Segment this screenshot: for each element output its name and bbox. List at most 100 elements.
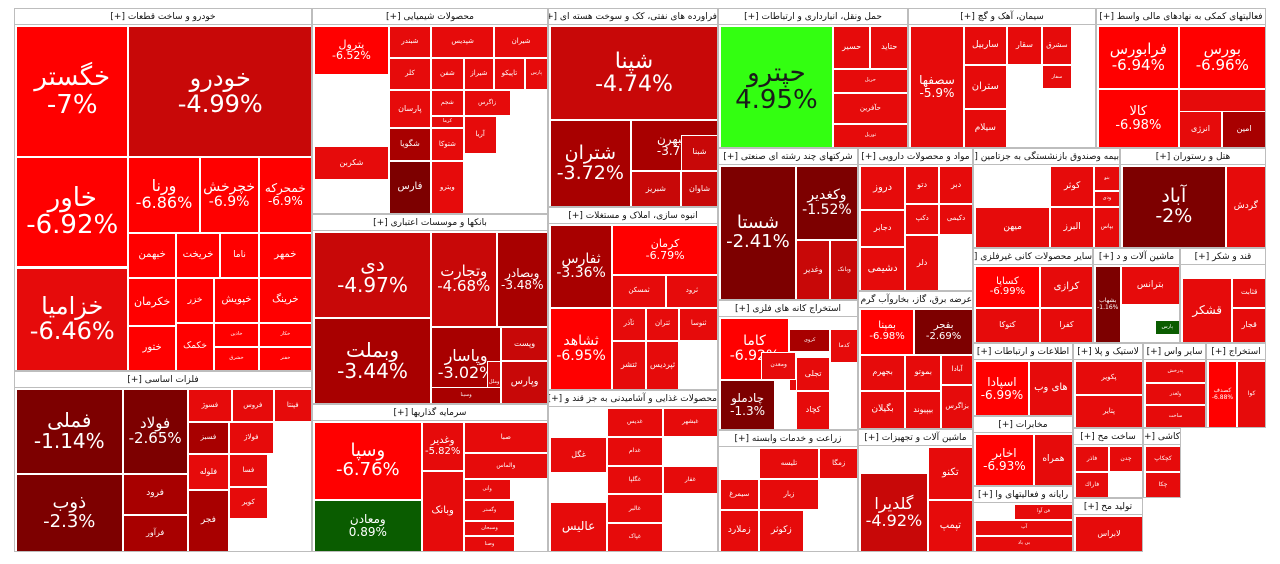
stock-tile[interactable]: وبصادر -3.48% (496, 232, 547, 327)
stock-tile[interactable]: خزامیا -6.46% (16, 267, 129, 370)
stock-tile[interactable]: بنو (1093, 166, 1119, 191)
sector-header[interactable]: تولید مح [+] (1074, 499, 1142, 515)
stock-tile[interactable]: ومعدن (761, 351, 796, 380)
stock-tile[interactable]: ناما (220, 233, 259, 278)
sector-header[interactable]: لاستیک و پلا [+] (1074, 344, 1142, 360)
stock-tile[interactable]: فاراك (1075, 472, 1109, 497)
stock-tile[interactable]: بفجر -2.69% (914, 309, 972, 355)
sector-header[interactable]: سایر واس [+] (1144, 344, 1205, 360)
stock-tile[interactable]: خریخت (175, 233, 221, 278)
stock-tile[interactable]: پترول -6.52% (314, 26, 389, 75)
stock-tile[interactable]: دروز (860, 166, 906, 210)
stock-tile[interactable]: کویر (229, 486, 268, 520)
stock-tile[interactable]: فملی -1.14% (16, 389, 123, 474)
stock-tile[interactable]: کچاد (795, 390, 831, 429)
stock-tile[interactable]: فن آوا (1014, 504, 1072, 520)
stock-tile[interactable]: بورس -6.96% (1178, 26, 1265, 90)
stock-tile[interactable]: آباد -2% (1122, 166, 1226, 247)
stock-tile[interactable]: دبر (939, 166, 972, 204)
stock-tile[interactable]: خکرمان (128, 277, 176, 327)
sector-header[interactable]: حمل ونقل، انبارداری و ارتباطات [+] (719, 9, 907, 25)
sector-header[interactable]: ماشین آلات و تجهیزات [+] (859, 430, 972, 446)
stock-tile[interactable]: خرینگ (258, 277, 311, 323)
stock-tile[interactable]: ثپردیس (645, 340, 680, 389)
sector-header[interactable]: سیمان، آهک و گچ [+] (909, 9, 1095, 25)
stock-tile[interactable]: شپنا -4.74% (550, 26, 717, 121)
stock-tile[interactable]: کرمان -6.79% (612, 225, 717, 275)
stock-tile[interactable]: شجم (431, 89, 464, 117)
stock-tile[interactable]: وبملت -3.44% (314, 318, 431, 403)
stock-tile[interactable]: فارس (388, 161, 431, 213)
stock-tile[interactable]: وتجارت -4.68% (431, 232, 497, 327)
stock-tile[interactable]: فسوژ (187, 389, 233, 422)
stock-tile[interactable]: ورنا -6.86% (128, 157, 200, 233)
stock-tile[interactable]: خاذین (214, 322, 259, 347)
stock-tile[interactable]: توریل (832, 123, 907, 147)
stock-tile[interactable]: بپاس (1093, 207, 1119, 247)
stock-tile[interactable]: وپارس (501, 361, 547, 403)
stock-tile[interactable]: فسا (229, 454, 268, 487)
stock-tile[interactable]: خکار (258, 322, 311, 347)
stock-tile[interactable]: فولاد -2.65% (122, 389, 188, 474)
sector-header[interactable]: مواد و محصولات دارویی [+] (859, 149, 972, 165)
stock-tile[interactable]: چکا (1145, 472, 1180, 497)
sector-header[interactable]: کاشی [+] (1144, 429, 1180, 445)
stock-tile[interactable]: خزر (175, 277, 215, 323)
stock-tile[interactable]: کساپا -6.99% (975, 266, 1040, 309)
sector-header[interactable]: خودرو و ساخت قطعات [+] (15, 9, 311, 25)
stock-tile[interactable]: قثابت (1232, 277, 1265, 309)
stock-tile[interactable]: شتران -3.72% (550, 120, 631, 206)
stock-tile[interactable]: فرابورس -6.94% (1098, 26, 1179, 90)
stock-tile[interactable]: بی باد (975, 535, 1072, 551)
stock-tile[interactable]: کوثر (1050, 166, 1094, 207)
stock-tile[interactable]: کفرا (1039, 308, 1092, 342)
stock-tile[interactable]: شستا -2.41% (720, 166, 796, 299)
stock-tile[interactable]: پکویر (1075, 361, 1142, 395)
stock-tile[interactable]: دتو (905, 166, 940, 204)
stock-tile[interactable]: کوا (1237, 361, 1265, 427)
sector-header[interactable]: مخابرات [+] (974, 417, 1072, 433)
sector-header[interactable]: محصولات شیمیایی [+] (313, 9, 547, 25)
stock-tile[interactable]: ثمسکن (612, 274, 666, 308)
stock-tile[interactable]: غالبر (607, 494, 663, 524)
stock-tile[interactable]: شیراز (463, 57, 495, 90)
stock-tile[interactable]: انرژی (1178, 111, 1223, 147)
stock-tile[interactable]: خودرو -4.99% (128, 26, 311, 158)
stock-tile[interactable]: غپاک (607, 523, 663, 551)
stock-tile[interactable]: کچکاپ (1145, 446, 1180, 472)
stock-tile[interactable]: غگلپا (607, 465, 663, 495)
stock-tile[interactable]: ساخت (1145, 405, 1205, 427)
stock-tile[interactable]: دجابر (860, 209, 906, 248)
stock-tile[interactable]: بمپنا -6.98% (860, 309, 915, 355)
stock-tile[interactable]: دلر (905, 234, 940, 290)
stock-tile[interactable]: خشرق (214, 346, 259, 370)
stock-tile[interactable]: سشرق (1042, 26, 1072, 66)
stock-tile[interactable]: پتایر (1075, 394, 1142, 427)
stock-tile[interactable]: زملارد (720, 510, 759, 551)
stock-tile[interactable]: سیلام (963, 108, 1007, 147)
sector-header[interactable]: فلزات اساسی [+] (15, 372, 311, 388)
sector-header[interactable]: سرمایه گذاریها [+] (313, 405, 547, 421)
stock-tile[interactable]: فسبز (187, 421, 230, 455)
stock-tile[interactable]: شاوان (681, 170, 717, 206)
stock-tile[interactable]: تلیسه (758, 448, 820, 480)
stock-tile[interactable]: وأتی (463, 479, 511, 500)
stock-tile[interactable]: زکوثر (758, 510, 805, 551)
stock-tile[interactable]: بموتو (905, 354, 942, 391)
stock-tile[interactable]: چادملو -1.3% (720, 379, 776, 429)
sector-header[interactable]: بیمه وصندوق بازنشستگی به جزتامین [+] (974, 149, 1119, 165)
stock-tile[interactable]: تجلی (795, 357, 831, 391)
stock-tile[interactable]: کرازی (1039, 266, 1092, 309)
stock-tile[interactable]: شپدیس (431, 26, 495, 58)
stock-tile[interactable]: بشهاب -1.16% (1095, 266, 1121, 342)
stock-tile[interactable]: کلر (388, 57, 431, 90)
stock-tile[interactable]: ثرود (665, 274, 717, 308)
stock-tile[interactable]: قجار (1232, 308, 1265, 342)
stock-tile[interactable]: همراه (1033, 434, 1072, 485)
stock-tile[interactable]: بیپیوند (905, 390, 942, 428)
stock-tile[interactable]: وسینا (431, 386, 502, 403)
stock-tile[interactable]: ویترو (431, 161, 464, 213)
sector-header[interactable]: فعالیتهای کمکی به نهادهای مالی واسط [+] (1097, 9, 1265, 25)
sector-header[interactable]: شرکتهای چند رشته ای صنعتی [+] (719, 149, 857, 165)
stock-tile[interactable]: حتاید (870, 26, 907, 69)
